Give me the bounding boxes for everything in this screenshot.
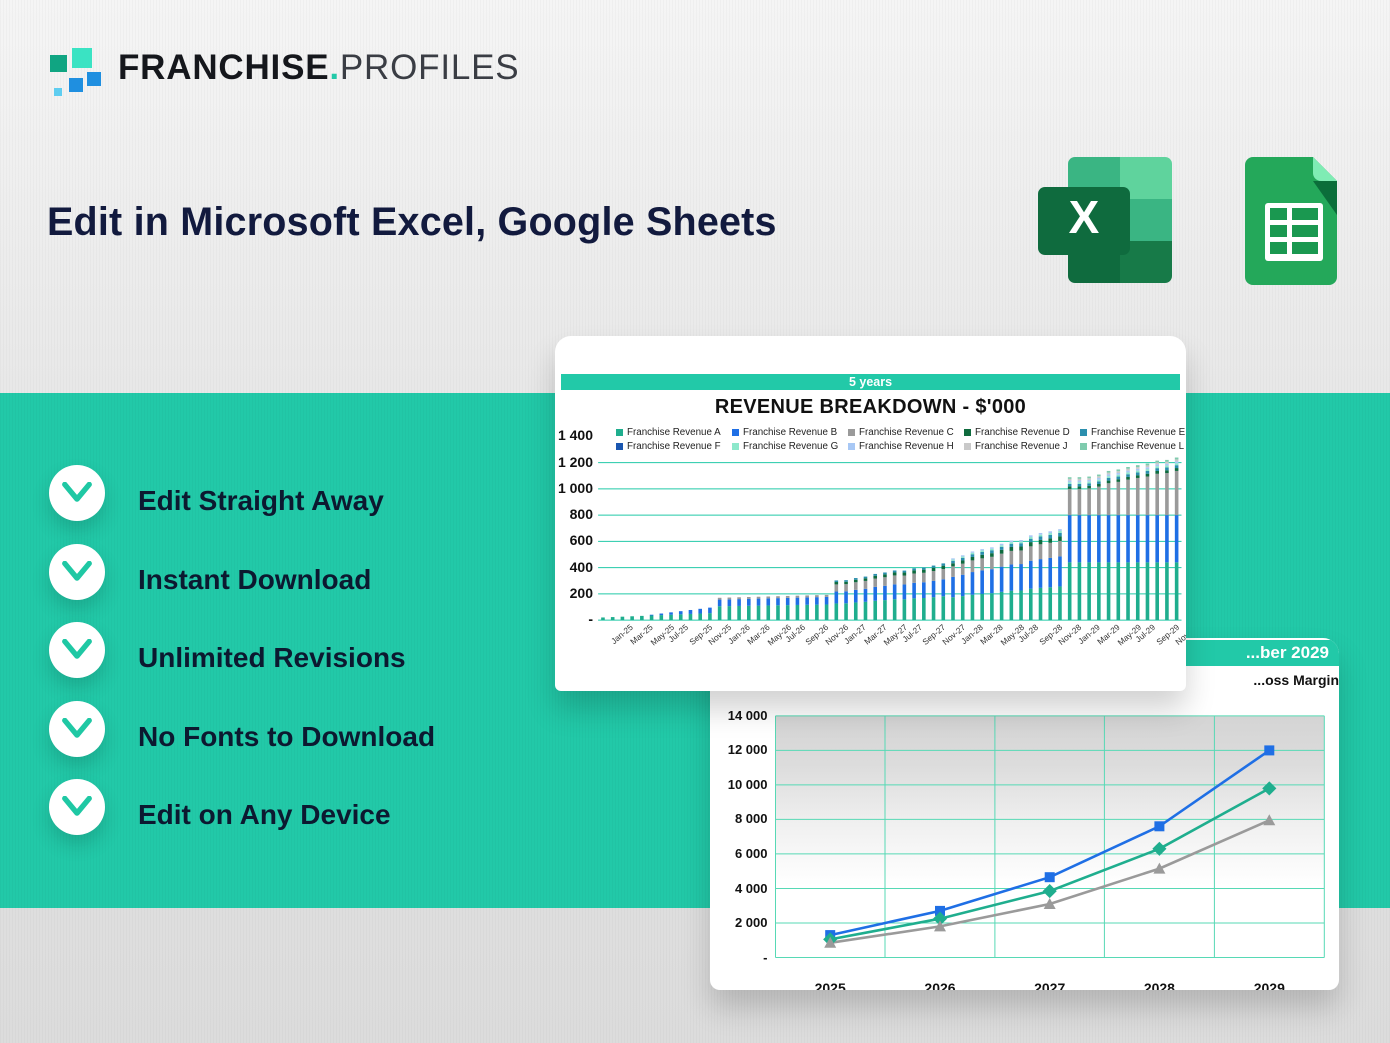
svg-text:X: X [1069, 191, 1100, 243]
